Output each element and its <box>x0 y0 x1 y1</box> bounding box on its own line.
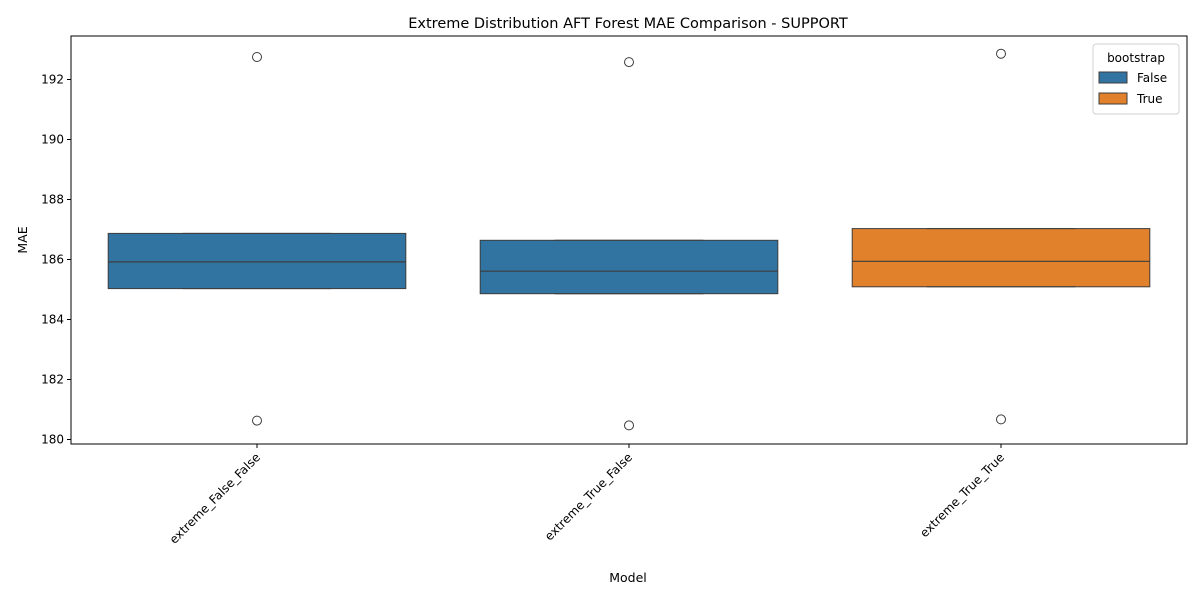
legend-entry-label: True <box>1136 92 1163 106</box>
x-axis: extreme_False_False extreme_True_False ext… <box>167 444 1007 547</box>
y-axis: 180 182 184 186 188 190 192 <box>41 73 71 447</box>
y-tick-label: 182 <box>41 373 64 387</box>
legend: bootstrap False True <box>1092 43 1180 115</box>
y-tick-label: 180 <box>41 433 64 447</box>
legend-swatch <box>1098 71 1128 84</box>
box <box>479 239 779 295</box>
legend-title: bootstrap <box>1107 51 1165 65</box>
outlier-point <box>996 414 1006 425</box>
box <box>107 232 407 290</box>
outlier-point <box>996 48 1006 59</box>
y-axis-label: MAE <box>15 226 30 253</box>
plot-area <box>107 48 1151 431</box>
plot-frame <box>70 35 1188 445</box>
x-axis-label: Model <box>609 570 647 585</box>
outlier-point <box>624 420 634 431</box>
outlier-point <box>624 57 634 68</box>
box <box>851 228 1151 288</box>
y-tick-label: 188 <box>41 193 64 207</box>
y-tick-label: 192 <box>41 73 64 87</box>
chart-title: Extreme Distribution AFT Forest MAE Comp… <box>408 16 848 32</box>
outlier-point <box>252 415 262 426</box>
x-tick-label: extreme_False_False <box>167 450 263 546</box>
y-tick-label: 186 <box>41 253 64 267</box>
x-tick-label: extreme_True_False <box>542 450 635 543</box>
outlier-point <box>252 52 262 62</box>
x-tick-label: extreme_True_True <box>917 450 1007 540</box>
legend-swatch <box>1098 92 1128 105</box>
y-tick-label: 190 <box>41 133 64 147</box>
legend-entry-label: False <box>1137 71 1167 85</box>
y-tick-label: 184 <box>41 313 64 327</box>
